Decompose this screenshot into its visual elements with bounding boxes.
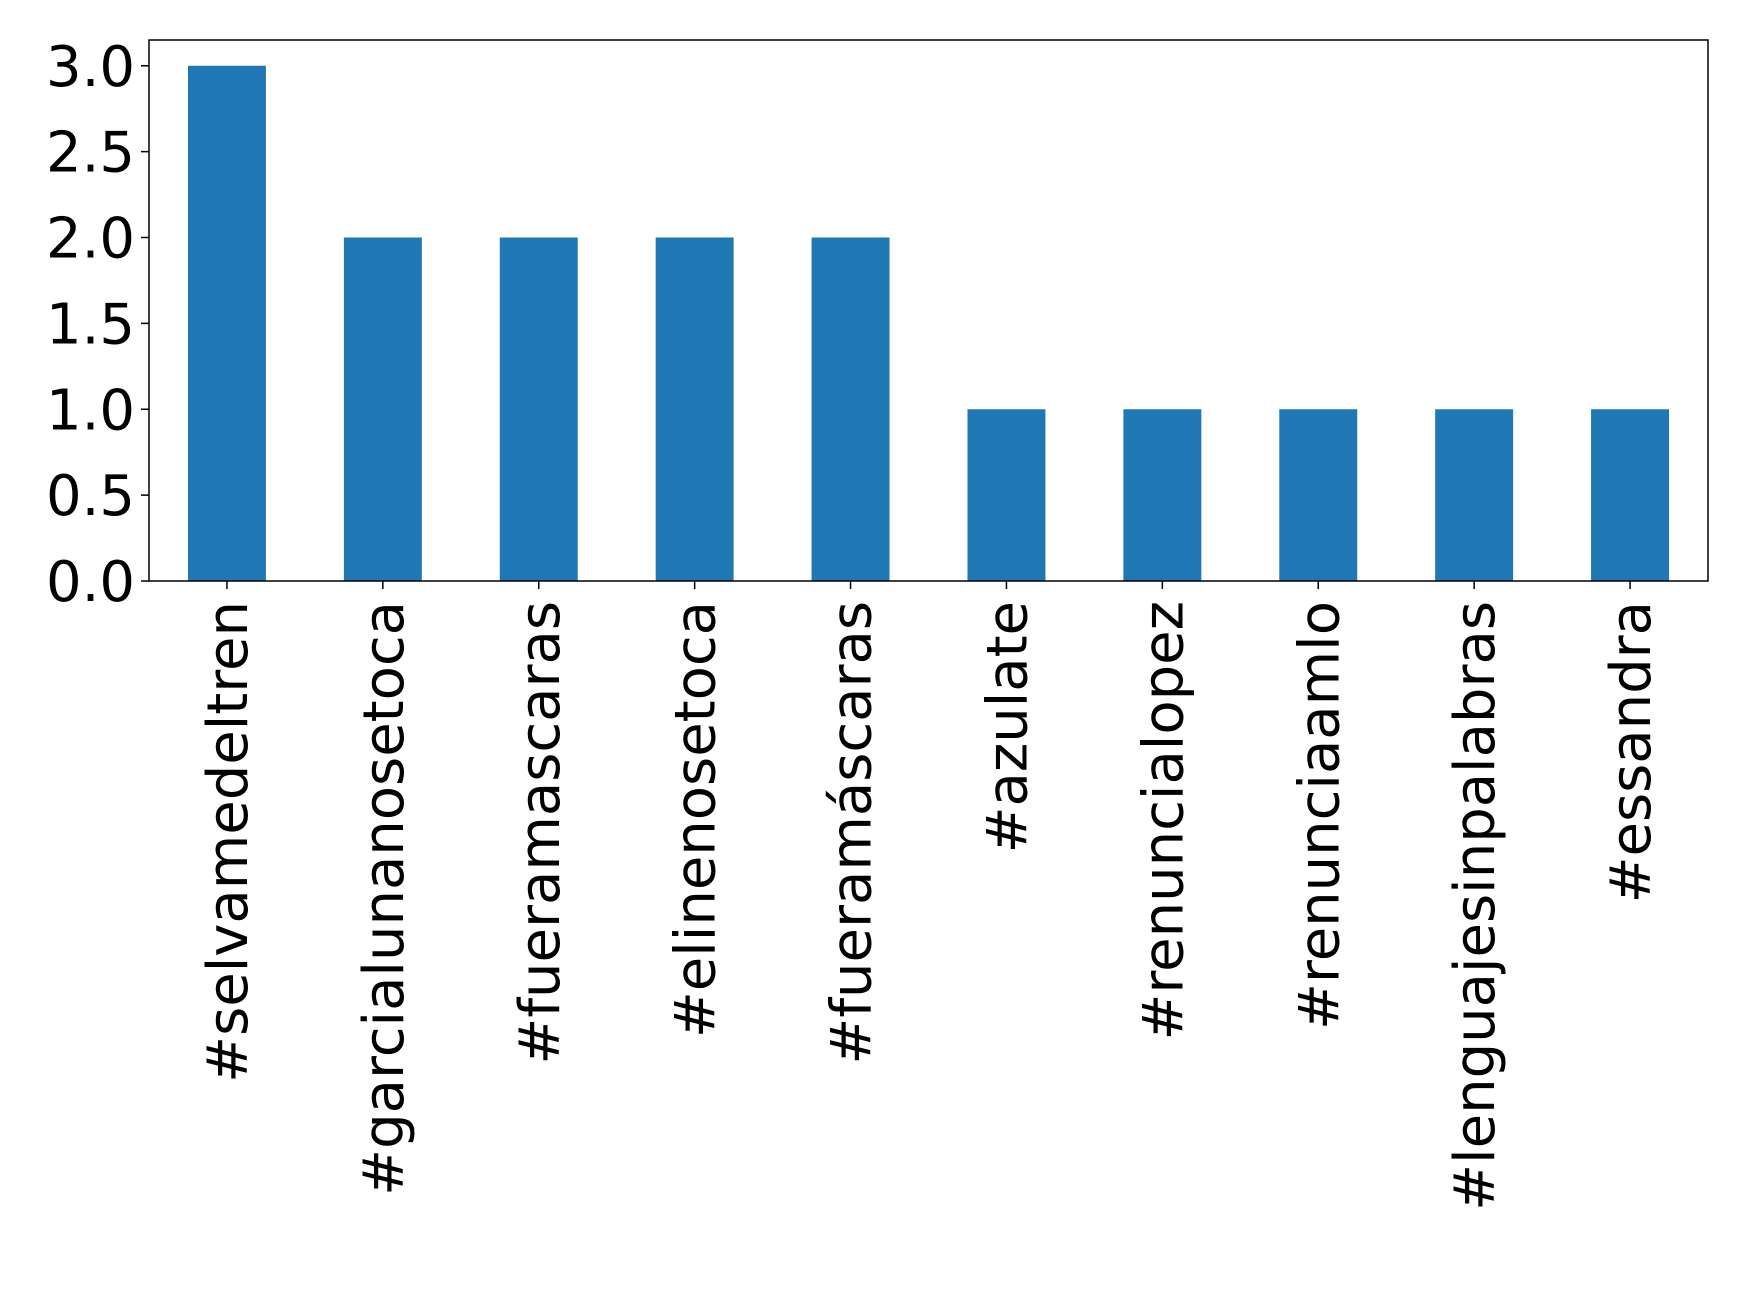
bar <box>655 237 734 581</box>
x-tick-label: #selvamedeltren <box>196 601 261 1083</box>
bar <box>967 409 1046 581</box>
y-tick-label: 1.0 <box>46 378 135 443</box>
y-tick-label: 0.0 <box>46 550 135 615</box>
x-tick-label: #renuncialopez <box>1131 601 1196 1041</box>
x-tick-label: #fueramascaras <box>508 601 573 1065</box>
bar <box>499 237 578 581</box>
y-tick-label: 2.0 <box>46 207 135 272</box>
plot-frame <box>148 39 1709 582</box>
x-tick-label: #renunciaamlo <box>1287 601 1352 1030</box>
bar <box>1123 409 1202 581</box>
x-tick-label: #elinenosetoca <box>664 601 729 1038</box>
y-tick-label: 0.5 <box>46 464 135 529</box>
bar <box>343 237 422 581</box>
x-tick-label: #azulate <box>975 601 1040 853</box>
x-tick-label: #fueramáscaras <box>820 601 885 1065</box>
y-tick-label: 1.5 <box>46 292 135 357</box>
x-tick-label: #essandra <box>1599 601 1664 903</box>
y-tick-label: 2.5 <box>46 121 135 186</box>
x-tick-label: #lenguajesinpalabras <box>1443 601 1508 1211</box>
bar <box>1591 409 1670 581</box>
x-tick-label: #garcialunanosetoca <box>352 601 417 1196</box>
y-tick-label: 3.0 <box>46 35 135 100</box>
bar <box>1435 409 1514 581</box>
bar <box>1279 409 1358 581</box>
bar <box>187 65 266 581</box>
bar <box>811 237 890 581</box>
